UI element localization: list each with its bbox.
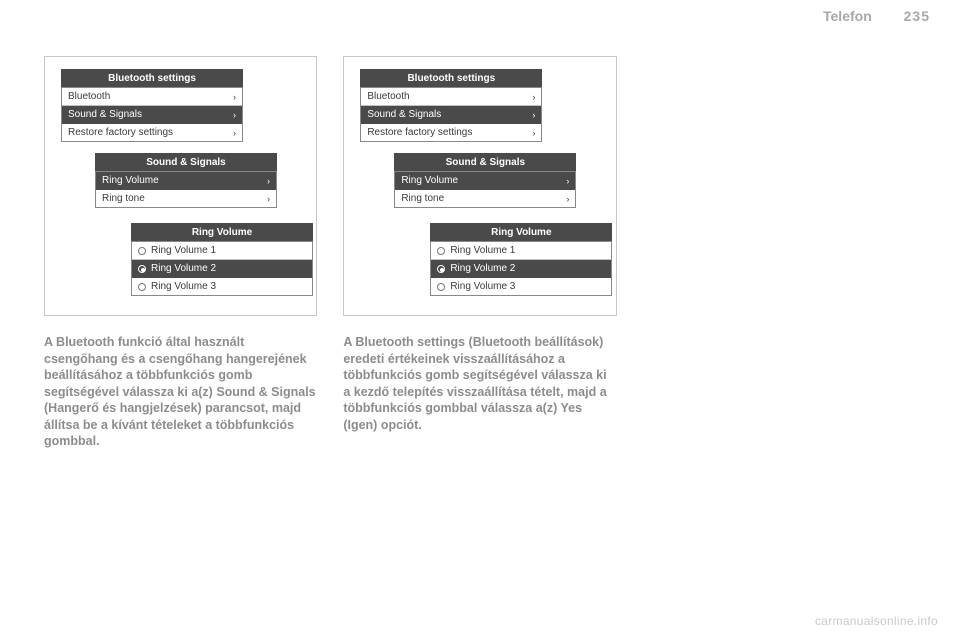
page-number: 235 [904,8,930,24]
chevron-right-icon: › [263,176,270,186]
figure-1: Bluetooth settings Bluetooth› Sound & Si… [44,56,317,316]
paragraph-1: A Bluetooth funkció által használt cseng… [44,334,317,450]
chevron-right-icon: › [528,110,535,120]
radio-icon [138,247,146,255]
radio-row[interactable]: Ring Volume 1 [431,242,611,260]
menu-row[interactable]: Bluetooth› [62,88,242,106]
chevron-right-icon: › [229,92,236,102]
chevron-right-icon: › [229,110,236,120]
figure-2: Bluetooth settings Bluetooth› Sound & Si… [343,56,616,316]
chevron-right-icon: › [528,92,535,102]
panel-title: Ring Volume [131,223,313,241]
menu-row[interactable]: Sound & Signals› [62,106,242,124]
menu-row[interactable]: Restore factory settings› [62,124,242,141]
radio-row[interactable]: Ring Volume 3 [431,278,611,295]
panel-title: Sound & Signals [394,153,576,171]
radio-row[interactable]: Ring Volume 2 [431,260,611,278]
panel-body: Ring Volume› Ring tone› [95,171,277,208]
panel-body: Ring Volume› Ring tone› [394,171,576,208]
column-3 [643,56,916,450]
chevron-right-icon: › [229,128,236,138]
panel-title: Ring Volume [430,223,612,241]
radio-row[interactable]: Ring Volume 3 [132,278,312,295]
panel-body: Ring Volume 1 Ring Volume 2 Ring Volume … [131,241,313,296]
panel-title: Sound & Signals [95,153,277,171]
sound-signals-panel: Sound & Signals Ring Volume› Ring tone› [95,153,277,208]
menu-row[interactable]: Ring tone› [96,190,276,207]
section-title: Telefon [823,8,872,24]
radio-icon [437,247,445,255]
sound-signals-panel: Sound & Signals Ring Volume› Ring tone› [394,153,576,208]
radio-icon [138,265,146,273]
menu-row[interactable]: Sound & Signals› [361,106,541,124]
ring-volume-panel: Ring Volume Ring Volume 1 Ring Volume 2 … [430,223,612,296]
bluetooth-settings-panel: Bluetooth settings Bluetooth› Sound & Si… [61,69,243,142]
radio-icon [437,265,445,273]
paragraph-2: A Bluetooth settings (Bluetooth beállítá… [343,334,616,433]
chevron-right-icon: › [562,194,569,204]
panel-body: Ring Volume 1 Ring Volume 2 Ring Volume … [430,241,612,296]
chevron-right-icon: › [263,194,270,204]
content-columns: Bluetooth settings Bluetooth› Sound & Si… [44,56,916,450]
menu-row[interactable]: Ring tone› [395,190,575,207]
bluetooth-settings-panel: Bluetooth settings Bluetooth› Sound & Si… [360,69,542,142]
menu-row[interactable]: Restore factory settings› [361,124,541,141]
chevron-right-icon: › [528,128,535,138]
radio-icon [437,283,445,291]
menu-row[interactable]: Ring Volume› [96,172,276,190]
panel-body: Bluetooth› Sound & Signals› Restore fact… [61,87,243,142]
panel-title: Bluetooth settings [61,69,243,87]
menu-row[interactable]: Ring Volume› [395,172,575,190]
watermark: carmanualsonline.info [815,614,938,628]
menu-row[interactable]: Bluetooth› [361,88,541,106]
radio-row[interactable]: Ring Volume 2 [132,260,312,278]
panel-title: Bluetooth settings [360,69,542,87]
page-header: Telefon 235 [823,8,930,24]
ring-volume-panel: Ring Volume Ring Volume 1 Ring Volume 2 … [131,223,313,296]
chevron-right-icon: › [562,176,569,186]
radio-row[interactable]: Ring Volume 1 [132,242,312,260]
column-2: Bluetooth settings Bluetooth› Sound & Si… [343,56,616,450]
panel-body: Bluetooth› Sound & Signals› Restore fact… [360,87,542,142]
radio-icon [138,283,146,291]
column-1: Bluetooth settings Bluetooth› Sound & Si… [44,56,317,450]
